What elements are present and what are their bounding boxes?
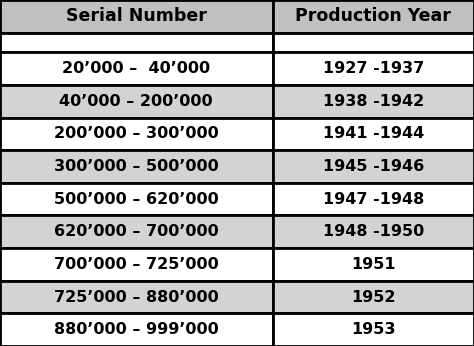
Text: 1951: 1951	[351, 257, 395, 272]
Text: Production Year: Production Year	[295, 7, 451, 25]
Text: 1945 -1946: 1945 -1946	[323, 159, 424, 174]
Text: 40’000 – 200’000: 40’000 – 200’000	[59, 94, 213, 109]
Text: 620’000 – 700’000: 620’000 – 700’000	[54, 224, 219, 239]
Text: Serial Number: Serial Number	[66, 7, 207, 25]
Bar	[273, 52, 474, 85]
Bar	[273, 0, 474, 33]
Text: 20’000 –  40’000: 20’000 – 40’000	[62, 61, 210, 76]
Bar	[273, 150, 474, 183]
Bar	[0, 313, 273, 346]
Bar	[0, 0, 273, 33]
Bar	[273, 183, 474, 216]
Bar	[0, 281, 273, 313]
Bar	[0, 183, 273, 216]
Bar	[273, 313, 474, 346]
Bar	[273, 248, 474, 281]
Bar	[273, 85, 474, 118]
Text: 200’000 – 300’000: 200’000 – 300’000	[54, 126, 219, 141]
Bar	[0, 118, 273, 150]
Text: 1948 -1950: 1948 -1950	[323, 224, 424, 239]
Text: 300’000 – 500’000: 300’000 – 500’000	[54, 159, 219, 174]
Text: 1952: 1952	[351, 290, 395, 304]
Bar	[273, 118, 474, 150]
Bar	[0, 150, 273, 183]
Bar	[0, 52, 273, 85]
Text: 500’000 – 620’000: 500’000 – 620’000	[54, 192, 219, 207]
Text: 880’000 – 999’000: 880’000 – 999’000	[54, 322, 219, 337]
Text: 1941 -1944: 1941 -1944	[323, 126, 424, 141]
Bar	[273, 281, 474, 313]
Bar	[273, 33, 474, 52]
Bar	[0, 85, 273, 118]
Text: 700’000 – 725’000: 700’000 – 725’000	[54, 257, 219, 272]
Bar	[0, 248, 273, 281]
Bar	[0, 216, 273, 248]
Text: 1938 -1942: 1938 -1942	[323, 94, 424, 109]
Bar	[0, 33, 273, 52]
Text: 1953: 1953	[351, 322, 395, 337]
Text: 1927 -1937: 1927 -1937	[323, 61, 424, 76]
Bar	[273, 216, 474, 248]
Text: 1947 -1948: 1947 -1948	[323, 192, 424, 207]
Text: 725’000 – 880’000: 725’000 – 880’000	[54, 290, 219, 304]
